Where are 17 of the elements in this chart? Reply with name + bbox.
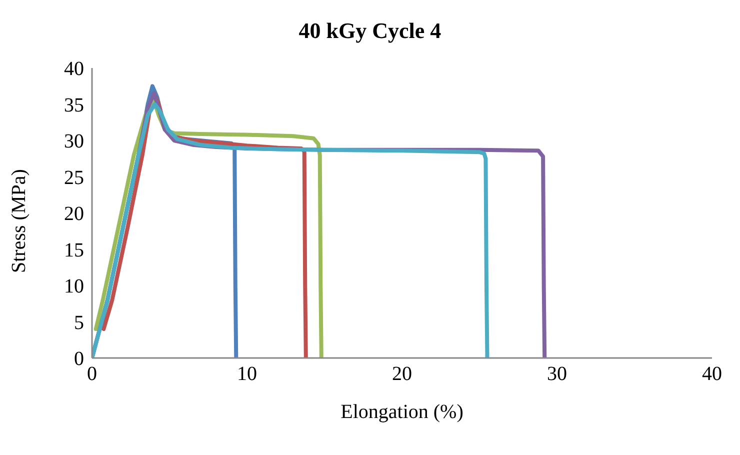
y-tick-label: 15 <box>64 239 84 262</box>
chart-title: 40 kGy Cycle 4 <box>298 18 442 44</box>
y-tick-label: 25 <box>64 166 84 189</box>
y-tick-label: 35 <box>64 94 84 116</box>
y-tick-label: 5 <box>74 312 84 334</box>
y-tick-label: 10 <box>64 276 84 298</box>
x-tick-label: 30 <box>547 363 567 386</box>
y-tick-label: 30 <box>64 130 84 153</box>
line-series <box>92 102 490 358</box>
y-tick-label: 20 <box>64 203 84 226</box>
y-axis-title: Stress (MPa) <box>8 169 30 273</box>
x-tick-label: 20 <box>392 363 412 386</box>
y-tick-label: 40 <box>64 58 84 80</box>
x-tick-label: 10 <box>237 363 257 386</box>
y-tick-label: 0 <box>74 348 84 370</box>
x-tick-label: 40 <box>702 363 722 386</box>
x-axis-title: Elongation (%) <box>340 401 464 423</box>
